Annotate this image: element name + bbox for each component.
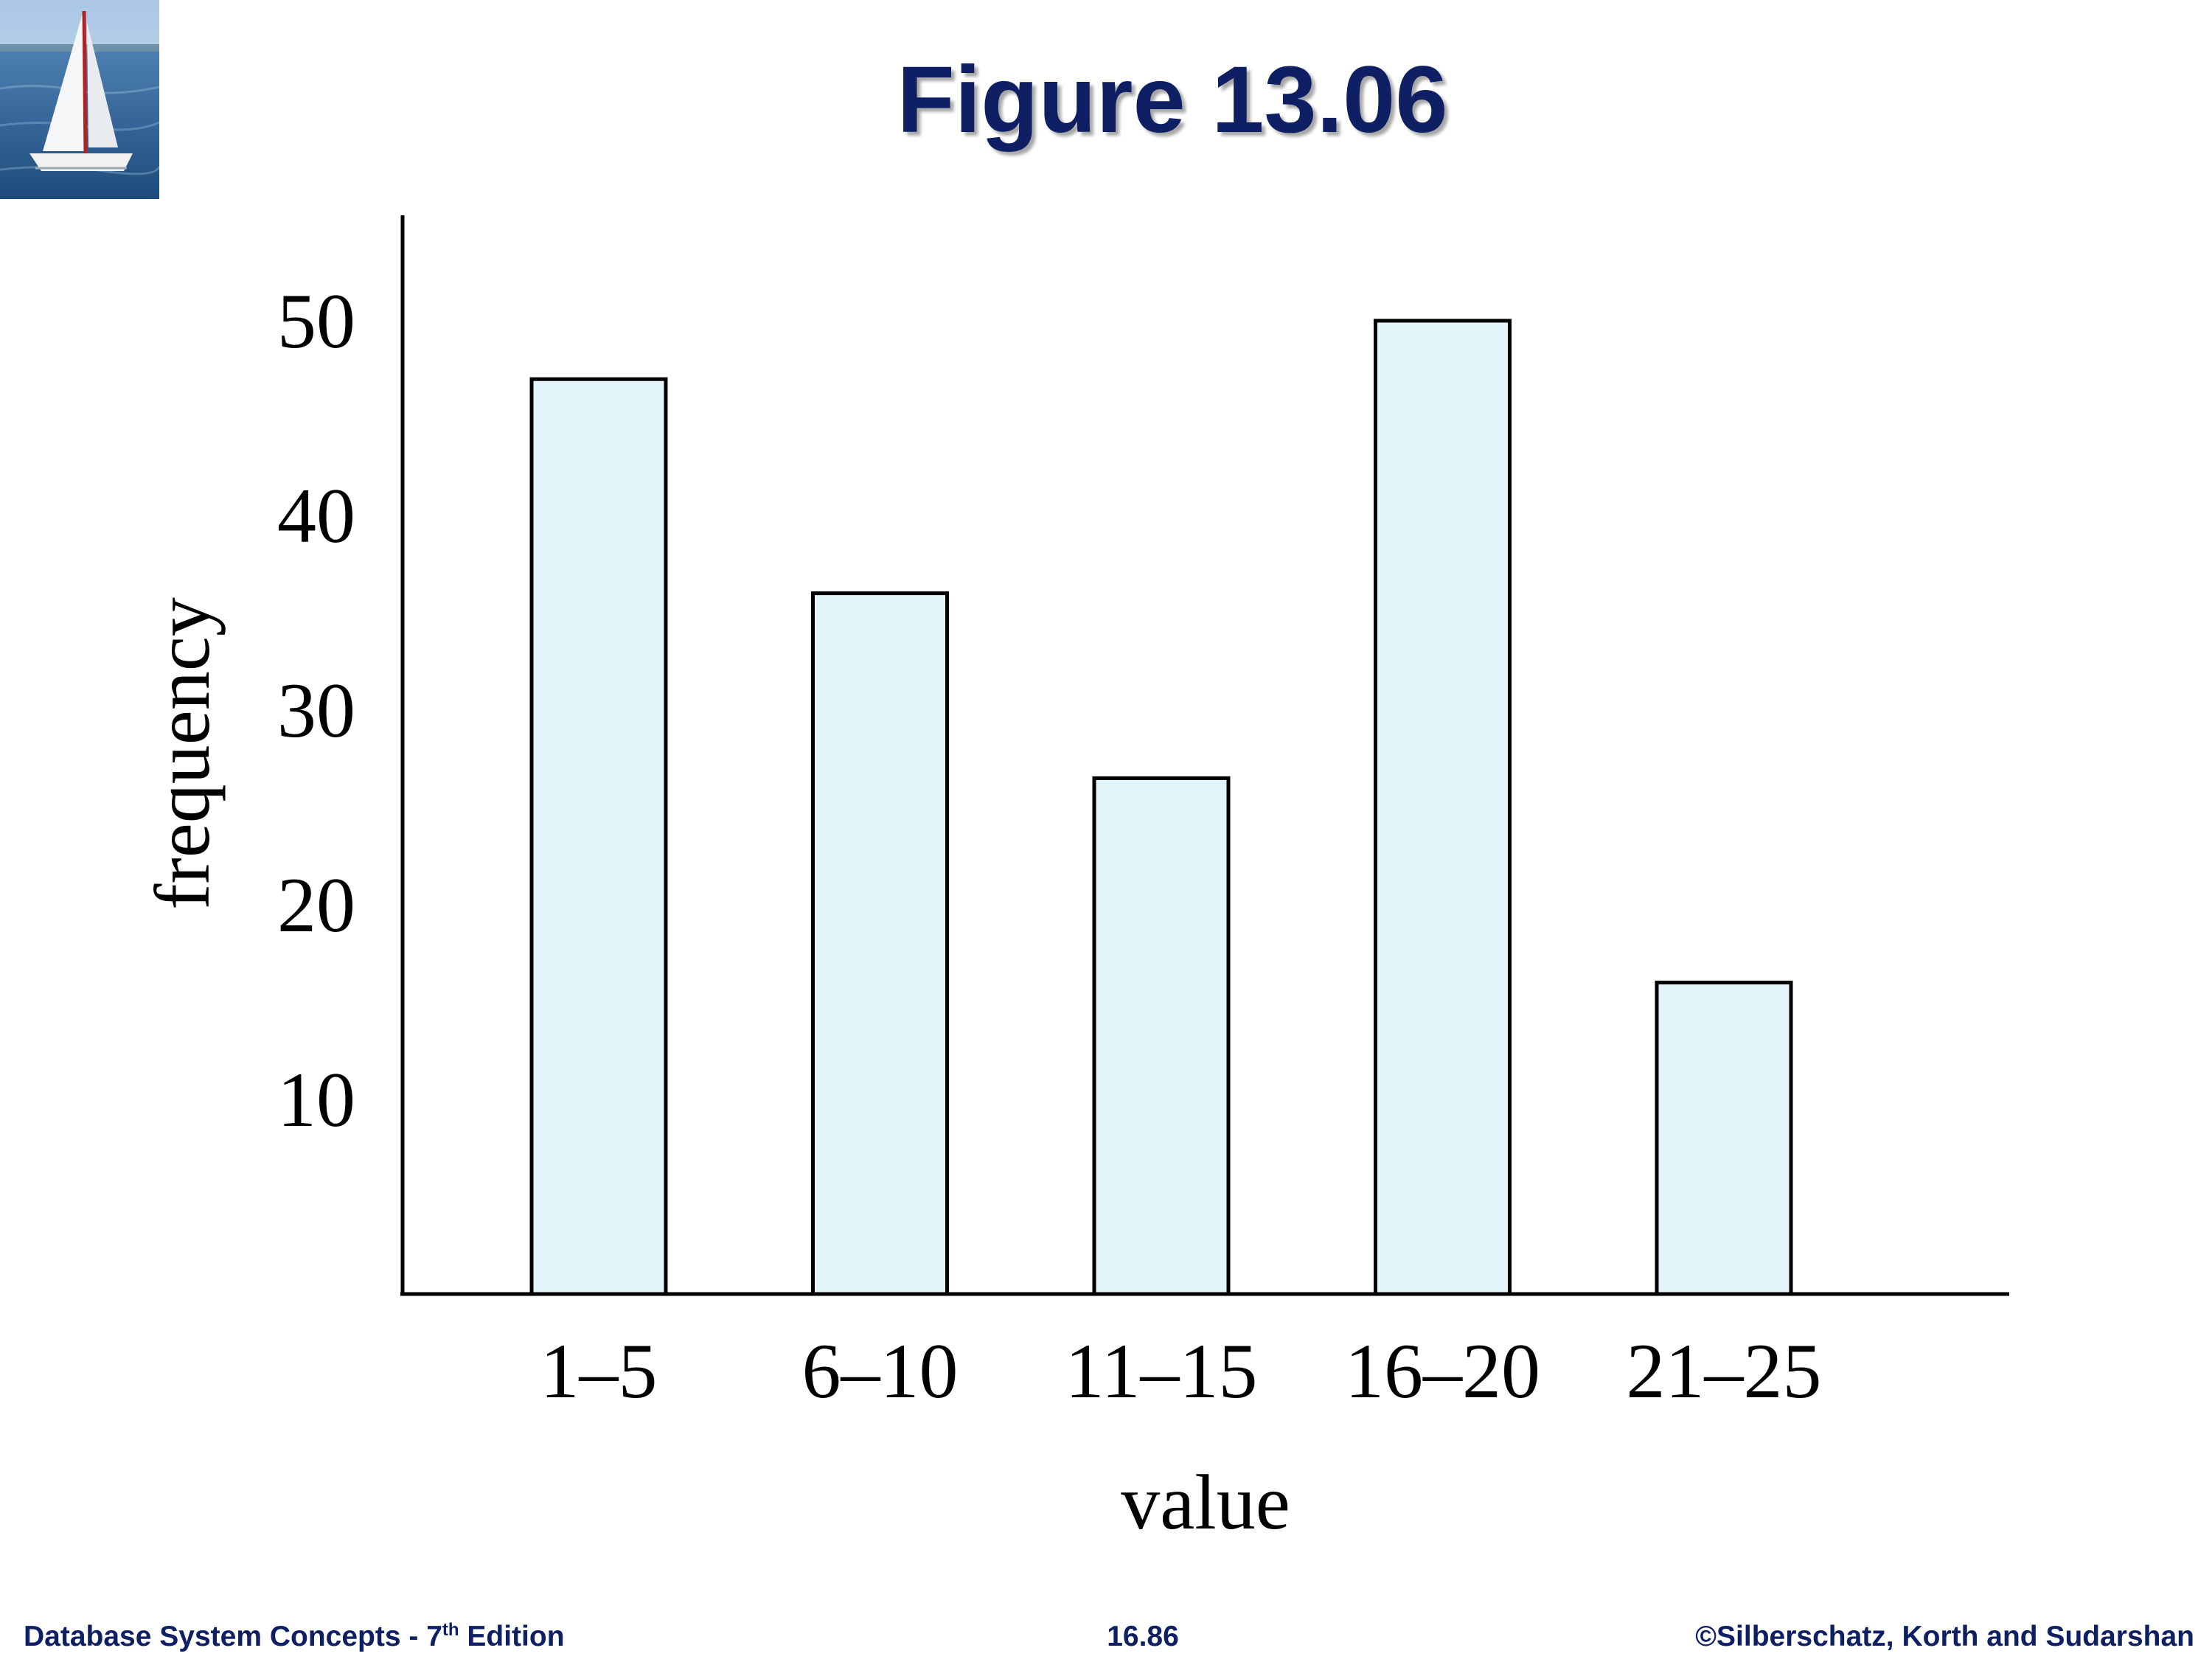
x-axis-label: value: [1121, 1459, 1290, 1545]
footer-book-title: Database System Concepts - 7th Edition: [24, 1620, 565, 1652]
x-tick-label: 6–10: [802, 1328, 959, 1414]
x-tick-label: 11–15: [1065, 1328, 1257, 1414]
footer-copyright: ©Silberschatz, Korth and Sudarshan: [1695, 1621, 2194, 1652]
y-tick-label: 50: [277, 278, 355, 364]
slide-title: Figure 13.06: [897, 47, 1448, 153]
x-tick-label: 1–5: [540, 1328, 658, 1414]
y-axis-label: frequency: [139, 597, 226, 910]
y-tick-label: 30: [277, 667, 355, 754]
sailboat-icon: [0, 0, 159, 199]
footer-book-sup: th: [442, 1620, 459, 1640]
bar-3: [1092, 776, 1231, 1296]
footer-page-number: 16.86: [1107, 1621, 1179, 1652]
x-tick-label: 16–20: [1345, 1328, 1540, 1414]
x-tick-label: 21–25: [1627, 1328, 1822, 1414]
bar-2: [811, 591, 949, 1296]
y-tick-label: 10: [277, 1057, 355, 1143]
bar-1: [529, 377, 668, 1296]
y-tick-label: 20: [277, 862, 355, 948]
y-tick-label: 40: [277, 473, 355, 559]
bar-5: [1655, 981, 1793, 1296]
footer-book-suffix: Edition: [459, 1621, 565, 1652]
footer-book-prefix: Database System Concepts - 7: [24, 1621, 442, 1652]
bar-4: [1374, 319, 1512, 1296]
